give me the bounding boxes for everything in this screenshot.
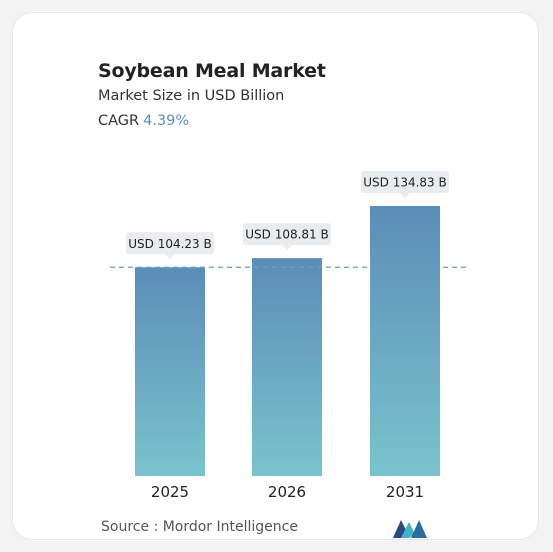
cagr-label: CAGR (98, 113, 140, 129)
x-tick-2026: 2026 (268, 483, 306, 501)
cagr-value: 4.39% (143, 113, 190, 129)
source-text: Source : Mordor Intelligence (101, 519, 298, 535)
data-label-2025: USD 104.23 B (126, 232, 214, 260)
bar-2031 (370, 206, 440, 476)
x-tick-2025: 2025 (151, 483, 189, 501)
svg-text:USD 108.81 B: USD 108.81 B (245, 228, 329, 242)
data-label-2031: USD 134.83 B (361, 171, 449, 198)
cagr-line: CAGR 4.39% (98, 113, 189, 129)
x-tick-2031: 2031 (386, 483, 424, 501)
chart-title: Soybean Meal Market (98, 60, 326, 82)
chart-subtitle: Market Size in USD Billion (98, 88, 285, 104)
bar-2025 (135, 267, 205, 476)
mordor-intelligence-logo-icon (393, 520, 427, 538)
data-label-2026: USD 108.81 B (243, 223, 331, 251)
bar-2026 (252, 258, 322, 476)
svg-text:USD 134.83 B: USD 134.83 B (363, 176, 447, 190)
svg-text:USD 104.23 B: USD 104.23 B (128, 237, 212, 251)
